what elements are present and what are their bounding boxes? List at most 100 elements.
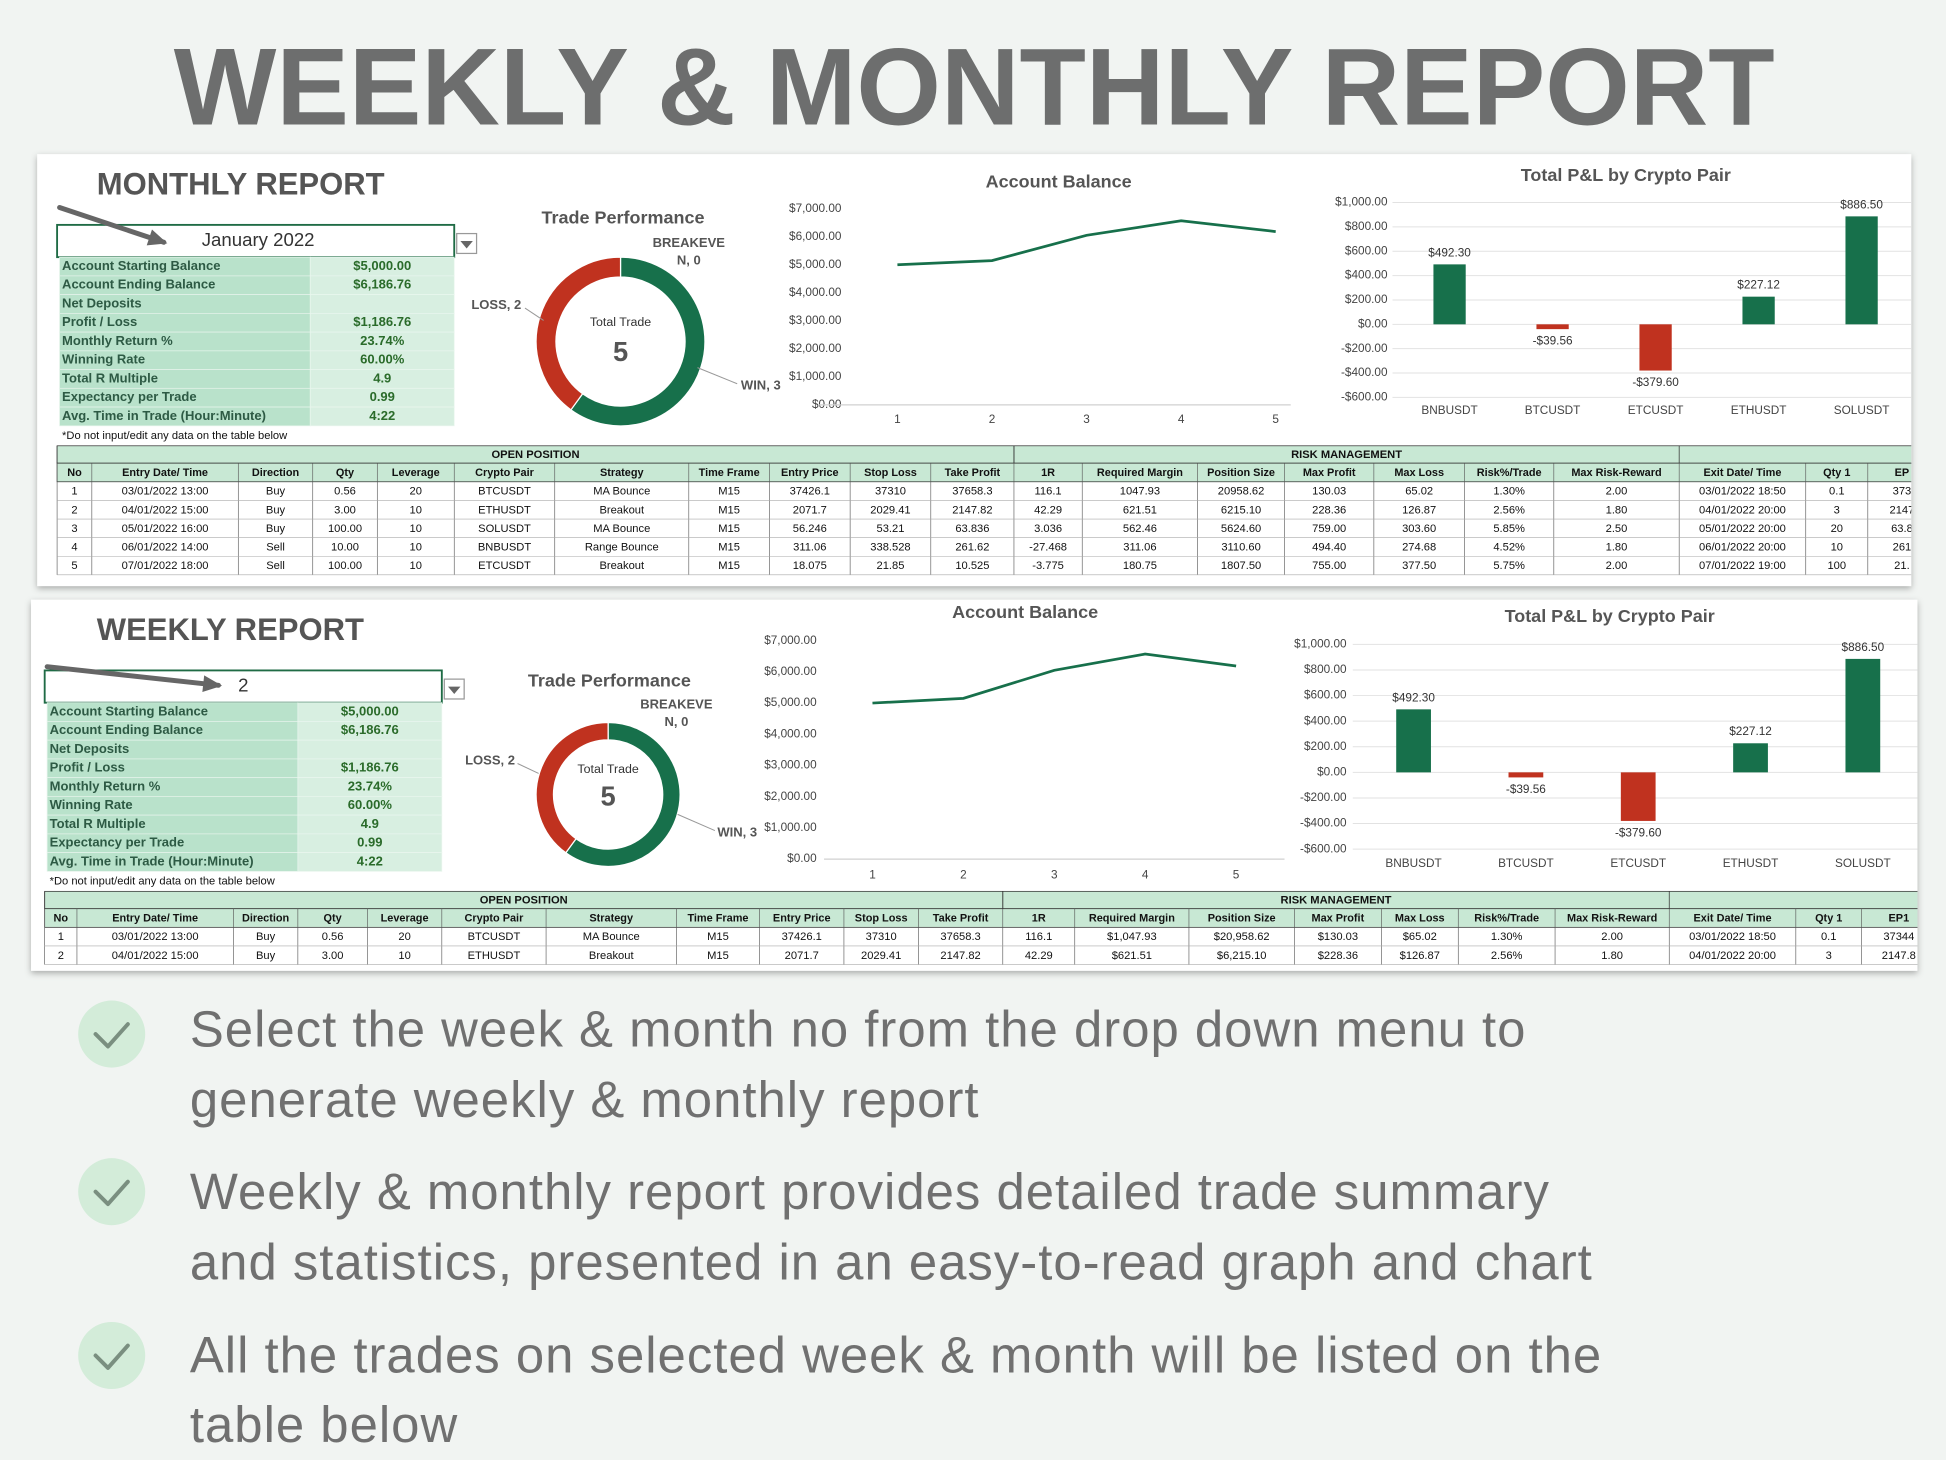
table-cell: 4.52% — [1493, 542, 1525, 554]
donut-segment — [535, 721, 609, 854]
x-tick-label: 1 — [869, 868, 876, 881]
summary-value: 23.74% — [348, 778, 393, 793]
y-tick-label: $800.00 — [1304, 663, 1347, 676]
donut-leader — [517, 763, 539, 774]
bar — [1620, 772, 1656, 821]
summary-label: Monthly Return % — [62, 333, 173, 348]
bar — [1396, 709, 1431, 773]
table-cell: 03/01/2022 18:50 — [1699, 486, 1786, 498]
summary-value: 60.00% — [360, 352, 405, 367]
table-cell: 10.00 — [331, 542, 359, 554]
check-mark — [93, 1179, 130, 1207]
table-cell: 04/01/2022 15:00 — [112, 950, 199, 962]
table-cell: 5.85% — [1493, 523, 1525, 535]
report-content: WEEKLY REPORT 2 Account Starting Balance $5… — [43, 602, 1918, 965]
table-column-header: Risk%/Trade — [1477, 467, 1542, 479]
y-tick-label: $0.00 — [1358, 317, 1388, 330]
table-cell: 63.8 — [1891, 523, 1913, 535]
summary-value: 0.99 — [370, 389, 395, 404]
table-cell: $130.03 — [1318, 931, 1358, 943]
table-cell: 2 — [71, 504, 77, 516]
x-tick-label: BNBUSDT — [1385, 857, 1441, 870]
chart-title: Total P&L by Crypto Pair — [1521, 165, 1731, 185]
table-column-header: Max Risk-Reward — [1571, 467, 1661, 479]
table-cell: 04/01/2022 20:00 — [1699, 504, 1786, 516]
y-tick-label: $200.00 — [1345, 293, 1388, 306]
x-tick-label: ETCUSDT — [1628, 404, 1684, 417]
donut-label: LOSS, 2 — [465, 752, 515, 767]
table-column-header: EP — [1895, 467, 1910, 479]
summary-label: Profit / Loss — [62, 314, 137, 329]
table-column-header: Max Profit — [1312, 913, 1365, 925]
table-cell: 2147.8 — [1882, 950, 1916, 962]
table-cell: 65.02 — [1405, 486, 1433, 498]
table-group-label: RISK MANAGEMENT — [1291, 449, 1402, 461]
table-cell: $65.02 — [1403, 931, 1437, 943]
y-tick-label: $600.00 — [1345, 244, 1388, 257]
bar — [1639, 324, 1672, 371]
table-column-header: Time Frame — [687, 913, 748, 925]
summary-label: Net Deposits — [50, 741, 130, 756]
table-cell: 42.29 — [1034, 504, 1062, 516]
table-cell: 3.00 — [322, 950, 344, 962]
table-cell: 3.00 — [334, 504, 356, 516]
summary-label: Net Deposits — [62, 295, 142, 310]
table-cell: BNBUSDT — [478, 542, 531, 554]
table-cell: Range Bounce — [585, 542, 659, 554]
x-tick-label: 3 — [1083, 413, 1090, 426]
table-column-header: No — [54, 913, 69, 925]
summary-label: Total R Multiple — [50, 816, 146, 831]
y-tick-label: $0.00 — [1317, 765, 1347, 778]
summary-label: Winning Rate — [50, 797, 133, 812]
table-cell: 377.50 — [1402, 560, 1436, 572]
summary-value: $1,186.76 — [353, 314, 411, 329]
table-cell: 0.56 — [334, 486, 356, 498]
y-tick-label: -$400.00 — [1341, 366, 1388, 379]
table-cell: 2.00 — [1606, 560, 1628, 572]
table-cell: 63.836 — [955, 523, 989, 535]
table-cell: Sell — [266, 542, 285, 554]
bar-value-label: $227.12 — [1729, 725, 1772, 738]
x-tick-label: 4 — [1142, 868, 1149, 881]
donut-title: Trade Performance — [528, 670, 691, 690]
bullet-text: and statistics, presented in an easy-to-… — [190, 1234, 1593, 1291]
summary-value: $1,186.76 — [341, 760, 399, 775]
table-cell: 2 — [58, 950, 64, 962]
bar-value-label: -$379.60 — [1632, 376, 1679, 389]
x-tick-label: BTCUSDT — [1525, 404, 1581, 417]
table-cell: 10.525 — [955, 560, 989, 572]
table-cell: 1.80 — [1601, 950, 1623, 962]
pointer-arrow-head — [202, 675, 223, 692]
table-cell: 126.87 — [1402, 504, 1436, 516]
table-cell: M15 — [718, 542, 740, 554]
table-column-header: Take Profit — [933, 913, 989, 925]
table-cell: 5.75% — [1493, 560, 1525, 572]
y-tick-label: $4,000.00 — [764, 727, 817, 740]
y-tick-label: $1,000.00 — [1335, 196, 1388, 209]
donut-label: BREAKEVE — [653, 235, 726, 250]
table-cell: 2.56% — [1493, 504, 1525, 516]
table-column-header: Max Risk-Reward — [1567, 913, 1657, 925]
table-note: *Do not input/edit any data on the table… — [50, 875, 276, 887]
table-cell: 05/01/2022 16:00 — [122, 523, 209, 535]
table-cell: Buy — [256, 950, 276, 962]
table-cell: 2147.82 — [940, 950, 980, 962]
table-cell: Buy — [266, 486, 286, 498]
table-cell: 759.00 — [1312, 523, 1346, 535]
summary-label: Account Starting Balance — [50, 704, 208, 719]
summary-value: 60.00% — [348, 797, 393, 812]
x-tick-label: ETHUSDT — [1731, 404, 1787, 417]
table-cell: 100.00 — [328, 523, 362, 535]
table-cell: 21.85 — [877, 560, 905, 572]
table-cell: 2029.41 — [870, 504, 910, 516]
table-cell: 130.03 — [1312, 486, 1346, 498]
table-cell: 37310 — [866, 931, 897, 943]
report-content: MONTHLY REPORT January 2022 Account Starti… — [56, 165, 1913, 576]
table-group-label: RISK MANAGEMENT — [1281, 895, 1392, 907]
table-column-header: Position Size — [1207, 467, 1275, 479]
table-cell: 621.51 — [1123, 504, 1157, 516]
x-tick-label: BTCUSDT — [1498, 857, 1554, 870]
donut-center-label: Total Trade — [577, 762, 638, 776]
table-cell: 04/01/2022 20:00 — [1689, 950, 1776, 962]
